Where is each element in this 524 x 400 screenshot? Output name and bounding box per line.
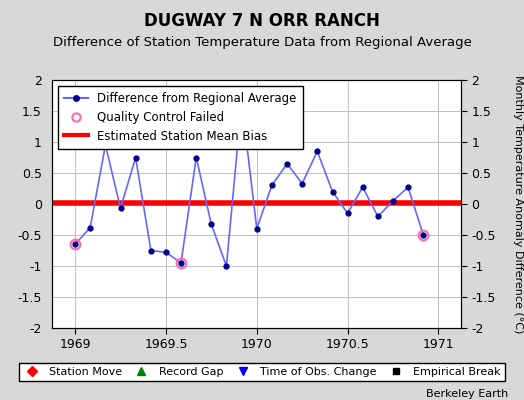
Legend: Difference from Regional Average, Quality Control Failed, Estimated Station Mean: Difference from Regional Average, Qualit… [58,86,302,148]
Y-axis label: Monthly Temperature Anomaly Difference (°C): Monthly Temperature Anomaly Difference (… [512,75,523,333]
Text: Berkeley Earth: Berkeley Earth [426,389,508,399]
Legend: Station Move, Record Gap, Time of Obs. Change, Empirical Break: Station Move, Record Gap, Time of Obs. C… [19,362,505,382]
Text: DUGWAY 7 N ORR RANCH: DUGWAY 7 N ORR RANCH [144,12,380,30]
Text: Difference of Station Temperature Data from Regional Average: Difference of Station Temperature Data f… [52,36,472,49]
